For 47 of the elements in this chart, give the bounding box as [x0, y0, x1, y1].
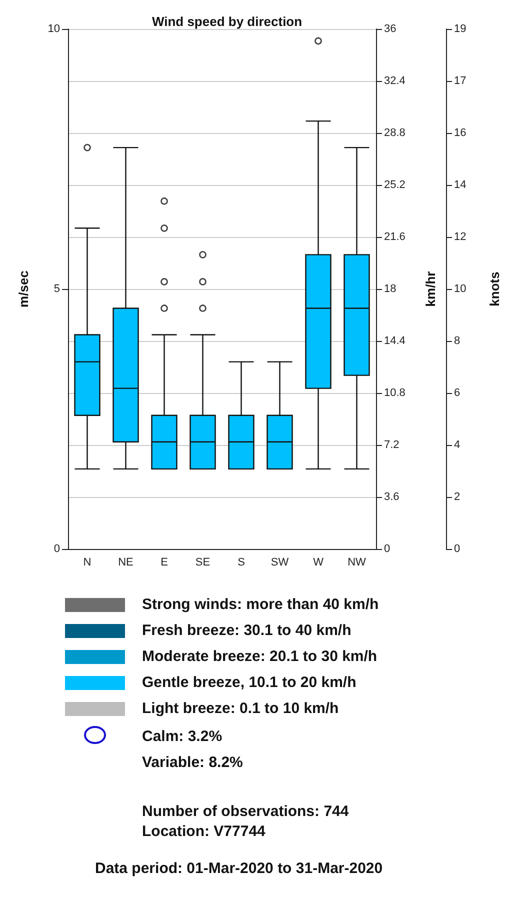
y2-tick-label: 18: [384, 283, 396, 295]
y2-tick-label: 36: [384, 23, 396, 35]
text: Light breeze: 0.1 to 10 km/h: [142, 699, 339, 719]
y-tick-label: 5: [54, 283, 60, 295]
text: Fresh breeze: 30.1 to 40 km/h: [142, 621, 352, 641]
y-axis-title: m/sec: [16, 270, 31, 308]
y3-tick-label: 14: [454, 178, 466, 191]
y2-tick-label: 0: [384, 543, 390, 555]
y-tick-label: 10: [48, 23, 60, 35]
y2-tick-label: 21.6: [384, 231, 406, 243]
y3-tick-label: 4: [454, 438, 460, 451]
y-tick-label: 0: [54, 543, 60, 555]
x-tick-label: S: [238, 556, 245, 568]
y3-tick-label: 17: [454, 75, 466, 88]
x-tick-label: NE: [118, 556, 134, 568]
y2-tick-label: 32.4: [384, 75, 406, 87]
text: Calm: 3.2%: [142, 727, 222, 747]
text: Moderate breeze: 20.1 to 30 km/h: [142, 647, 378, 667]
x-tick-label: SW: [270, 556, 290, 568]
y3-axis-title: knots: [487, 272, 502, 306]
x-tick-label: N: [83, 556, 92, 568]
y2-tick-label: 28.8: [384, 127, 406, 139]
x-tick-label: NW: [348, 556, 367, 568]
y3-tick-label: 16: [454, 127, 466, 140]
y2-tick-label: 10.8: [384, 387, 406, 399]
y2-axis-title: km/hr: [423, 271, 438, 307]
text: Data period: 01-Mar-2020 to 31-Mar-2020: [95, 859, 383, 879]
y3-tick-label: 6: [454, 387, 460, 400]
y3-tick-label: 12: [454, 231, 466, 244]
text: Gentle breeze, 10.1 to 20 km/h: [142, 673, 356, 693]
y3-tick-label: 10: [454, 283, 466, 295]
x-tick-label: E: [160, 556, 168, 568]
text: Number of observations: 744: [142, 802, 349, 822]
x-tick-label: SE: [195, 556, 210, 568]
y3-tick-label: 2: [454, 491, 460, 504]
y3-tick-label: 0: [454, 543, 460, 555]
y2-tick-label: 25.2: [384, 179, 406, 191]
y2-tick-label: 3.6: [384, 491, 400, 503]
y3-tick-label: 19: [454, 23, 466, 35]
chart-title: Wind speed by direction: [152, 14, 302, 29]
text: Location: V77744: [142, 822, 266, 842]
y3-tick-label: 8: [454, 334, 460, 347]
y2-tick-label: 14.4: [384, 335, 406, 347]
text: Variable: 8.2%: [142, 753, 243, 773]
text: Strong winds: more than 40 km/h: [142, 595, 379, 615]
y2-tick-label: 7.2: [384, 439, 400, 451]
x-tick-label: W: [313, 556, 324, 568]
